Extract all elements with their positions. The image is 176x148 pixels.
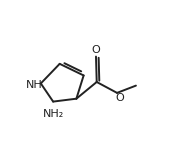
- Text: NH: NH: [26, 80, 43, 90]
- Text: O: O: [92, 45, 100, 55]
- Text: O: O: [116, 93, 124, 103]
- Text: NH₂: NH₂: [43, 109, 64, 119]
